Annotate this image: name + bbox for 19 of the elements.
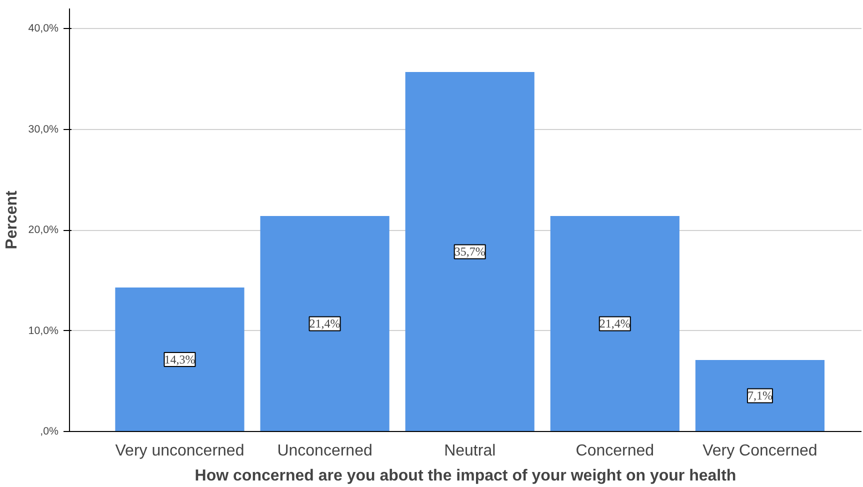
x-tick-label: Very unconcerned: [115, 442, 244, 460]
bar: [695, 360, 825, 432]
x-tick-label: Very Concerned: [702, 442, 818, 460]
x-axis-title: How concerned are you about the impact of your weight on your health: [194, 468, 736, 484]
bar: [260, 216, 390, 432]
y-tick-label: 40,0%: [28, 22, 60, 35]
x-tick-label: Neutral: [444, 442, 496, 460]
bar: [550, 216, 680, 432]
x-tick-label: Concerned: [576, 442, 654, 460]
y-tick-label: 10,0%: [28, 324, 60, 337]
x-tick-label: Unconcerned: [277, 442, 372, 460]
y-axis-title: Percent: [3, 190, 20, 250]
bar: [115, 287, 244, 432]
y-tick-label: 20,0%: [28, 224, 60, 236]
y-tick-label: 30,0%: [28, 123, 60, 136]
data-label: 7,1%: [747, 388, 772, 403]
bar: [405, 72, 534, 432]
y-tick-label: ,0%: [40, 426, 60, 438]
data-label: 35,7%: [454, 244, 486, 259]
